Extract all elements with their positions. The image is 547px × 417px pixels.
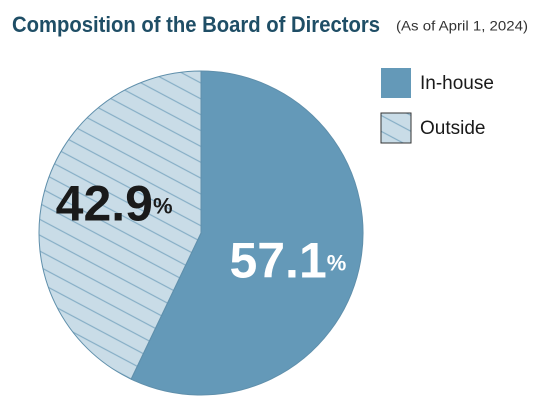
data-label: 42.9% bbox=[56, 175, 173, 231]
chart-title: Composition of the Board of Directors bbox=[12, 12, 380, 37]
chart-subtitle: (As of April 1, 2024) bbox=[396, 18, 528, 34]
data-label-value: 57.1 bbox=[229, 233, 326, 289]
data-label: 57.1% bbox=[229, 233, 346, 289]
data-label-unit: % bbox=[153, 193, 173, 218]
pie-slice bbox=[38, 70, 202, 380]
legend-label: Outside bbox=[420, 118, 485, 139]
data-label-value: 42.9 bbox=[56, 175, 153, 231]
pie-slice bbox=[130, 70, 364, 396]
legend-swatch bbox=[380, 112, 412, 144]
legend-swatch bbox=[381, 68, 411, 98]
data-label-unit: % bbox=[327, 251, 347, 276]
legend-label: In-house bbox=[420, 73, 494, 94]
